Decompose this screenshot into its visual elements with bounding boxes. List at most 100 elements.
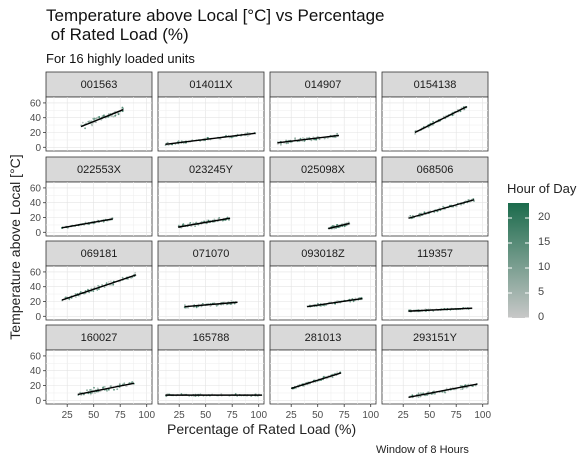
- strip-label-025098X: 025098X: [301, 164, 346, 176]
- data-point: [123, 383, 125, 385]
- strip-label-014011X: 014011X: [189, 79, 233, 91]
- chart-subtitle: For 16 highly loaded units: [46, 51, 195, 66]
- data-point: [409, 215, 412, 217]
- data-point: [230, 136, 233, 139]
- data-point: [459, 384, 462, 387]
- strip-119357: [381, 240, 489, 267]
- y-tick-label: 20: [30, 297, 42, 308]
- data-point: [218, 217, 220, 220]
- data-point: [125, 385, 128, 388]
- facet-panel-119357: 119357: [381, 240, 489, 321]
- fit-line-025098X: [328, 222, 350, 230]
- legend-title: Hour of Day: [507, 181, 577, 196]
- data-point: [74, 293, 77, 295]
- data-point: [334, 136, 337, 139]
- data-point: [343, 225, 346, 228]
- data-point: [98, 116, 101, 118]
- x-tick-label: 100: [362, 410, 379, 421]
- data-point: [285, 142, 288, 145]
- data-point: [306, 137, 308, 139]
- data-point: [121, 276, 124, 279]
- data-point: [442, 205, 444, 208]
- y-tick-label: 60: [30, 267, 42, 278]
- y-tick-label: 0: [35, 312, 41, 323]
- facet-panel-165788: 165788 25 50 75 100: [157, 324, 267, 421]
- color-legend-ticks: [508, 217, 529, 319]
- strip-071070: [157, 240, 265, 267]
- data-point: [336, 371, 339, 374]
- x-tick-label: 50: [88, 410, 100, 421]
- x-tick-label: 50: [312, 410, 324, 421]
- data-point: [280, 144, 282, 146]
- y-tick-label: 20: [30, 128, 42, 139]
- data-point: [114, 115, 116, 117]
- caption: Window of 8 Hours: [376, 444, 469, 456]
- x-tick-label: 100: [250, 410, 267, 421]
- data-point: [420, 392, 422, 395]
- data-point: [116, 388, 119, 391]
- data-point: [109, 385, 112, 388]
- panel-bg-023245Y: [157, 181, 265, 237]
- data-point: [455, 205, 458, 208]
- panel-bg-071070: [157, 265, 265, 321]
- fit-line-023245Y: [178, 217, 231, 228]
- strip-069181: [45, 240, 153, 267]
- strip-label-160027: 160027: [81, 332, 118, 344]
- data-point: [287, 142, 289, 144]
- data-point: [460, 388, 462, 391]
- x-tick-label: 50: [200, 410, 212, 421]
- fit-line-119357: [408, 307, 473, 312]
- y-tick-label: 40: [30, 366, 42, 377]
- x-tick-label: 75: [227, 410, 239, 421]
- data-point: [219, 138, 222, 140]
- data-point: [105, 282, 108, 285]
- data-point: [86, 389, 88, 392]
- panel-bg-093018Z: [269, 265, 377, 321]
- x-tick-label: 25: [62, 410, 74, 421]
- data-point: [200, 305, 203, 308]
- data-point: [110, 284, 113, 286]
- x-tick-label: 100: [474, 410, 491, 421]
- strip-160027: [45, 324, 153, 351]
- facet-panel-069181: 069181 0 20 40 60: [30, 240, 153, 323]
- y-tick-label: 60: [30, 98, 42, 109]
- y-axis-label: Temperature above Local [°C]: [7, 154, 23, 340]
- data-point: [194, 225, 197, 228]
- strip-label-014907: 014907: [305, 79, 342, 91]
- data-point: [117, 113, 120, 116]
- x-tick-label: 25: [286, 410, 298, 421]
- data-point: [184, 304, 186, 306]
- strip-label-0154138: 0154138: [414, 79, 457, 91]
- legend-label: 5: [538, 286, 545, 298]
- data-point: [444, 391, 447, 394]
- data-point: [98, 288, 100, 290]
- strip-label-119357: 119357: [417, 248, 453, 260]
- data-point: [312, 136, 315, 139]
- data-point: [68, 298, 71, 301]
- x-tick-label: 25: [174, 410, 186, 421]
- data-point: [417, 396, 420, 398]
- data-point: [220, 393, 223, 395]
- data-point: [93, 285, 96, 288]
- y-tick-label: 20: [30, 213, 42, 224]
- facet-panel-025098X: 025098X: [269, 156, 377, 237]
- strip-label-069181: 069181: [81, 248, 118, 260]
- data-point: [75, 296, 77, 298]
- data-point: [127, 278, 129, 280]
- y-tick-label: 60: [30, 351, 42, 362]
- facet-panel-022553X: 022553X 0 20 40 60: [30, 156, 153, 239]
- strip-label-281013: 281013: [305, 332, 342, 344]
- strip-label-068506: 068506: [417, 164, 454, 176]
- data-point: [417, 392, 420, 395]
- y-tick-label: 0: [35, 143, 41, 154]
- data-point: [299, 137, 302, 140]
- data-point: [110, 280, 112, 282]
- strip-293151Y: [381, 324, 489, 351]
- y-tick-label: 60: [30, 183, 42, 194]
- strip-label-071070: 071070: [193, 248, 230, 260]
- data-point: [92, 290, 95, 292]
- y-tick-label: 40: [30, 282, 42, 293]
- data-point: [101, 386, 104, 389]
- facet-panels: 001563 0 20 40 60 014011X 014907 0154138 022553X…: [30, 71, 491, 421]
- facet-panel-293151Y: 293151Y 25 50 75 100: [381, 324, 491, 421]
